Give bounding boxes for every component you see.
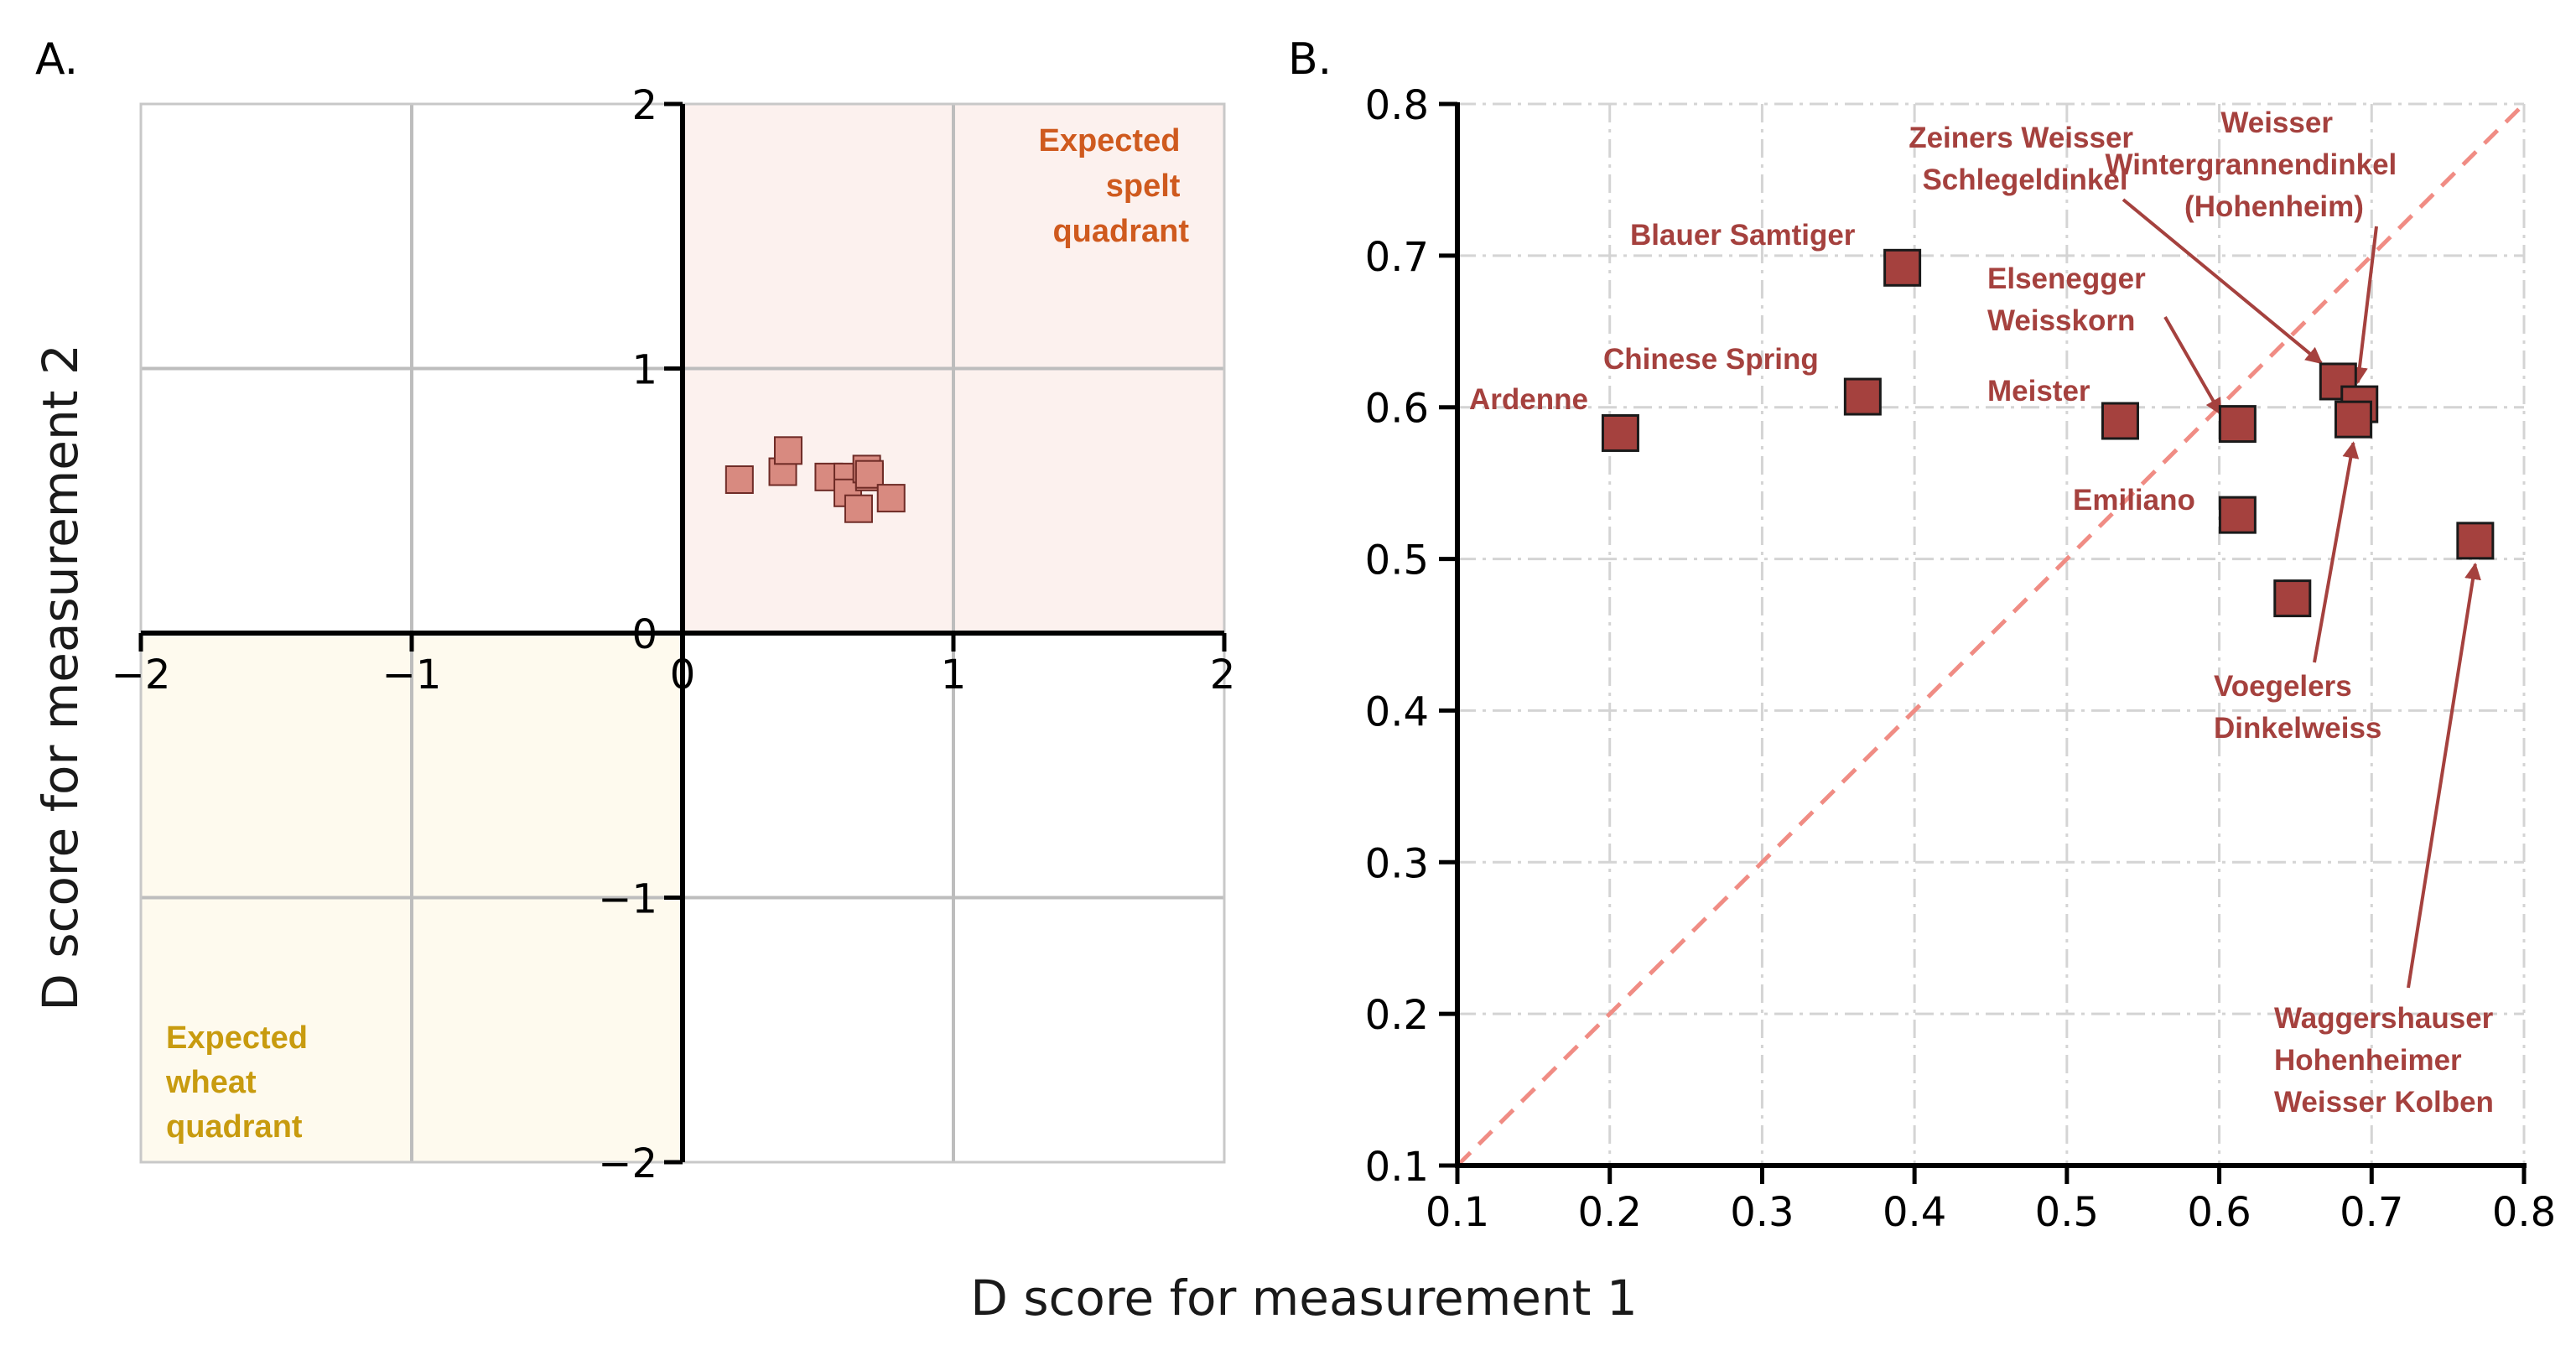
x-axis-label: D score for measurement 1 (970, 1270, 1638, 1327)
b-ytick-label: 0.1 (1365, 1144, 1429, 1191)
b-xtick-label: 0.3 (1730, 1189, 1794, 1236)
panel-b: 0.1 0.2 0.3 0.4 0.5 0.6 0.7 0.8 0.1 0.2 0.3 0.4 0.5 0… (1288, 34, 2556, 1236)
a-xtick-label: −1 (382, 652, 442, 698)
b-ytick-label: 0.5 (1365, 537, 1429, 584)
a-xtick-label: 0 (670, 652, 696, 698)
b-data-point (1843, 377, 1882, 416)
wheat-quadrant-label: Expected wheat quadrant (165, 1020, 317, 1145)
spelt-quadrant-label: Expected spelt quadrant (1038, 123, 1189, 249)
b-data-point (2101, 402, 2139, 440)
y-axis-label: D score for measurement 2 (32, 344, 89, 1011)
b-data-point (1883, 248, 1922, 287)
a-xtick-label: −2 (112, 652, 171, 698)
panel-b-points (1601, 248, 2495, 618)
b-data-point (2456, 522, 2495, 560)
label-blauer-samtiger: Blauer Samtiger (1630, 219, 1856, 252)
a-ytick-label: −1 (598, 876, 657, 923)
label-elsenegger-weisskorn: Elsenegger Weisskorn (1987, 262, 2153, 337)
a-ytick-label: 1 (631, 347, 657, 394)
label-ardenne: Ardenne (1469, 383, 1588, 416)
a-data-point (854, 460, 884, 489)
label-zeiners-weisser-schlegeldinkel: Zeiners Weisser Schlegeldinkel (1909, 122, 2142, 196)
b-data-point (2218, 405, 2257, 444)
b-ytick-label: 0.2 (1365, 992, 1429, 1039)
b-xtick-label: 0.5 (2035, 1189, 2099, 1236)
b-xtick-label: 0.1 (1426, 1189, 1489, 1236)
a-data-point (844, 494, 873, 523)
label-voegelers-dinkelweiss: Voegelers Dinkelweiss (2214, 670, 2381, 745)
label-meister: Meister (1987, 375, 2090, 408)
b-ytick-label: 0.4 (1365, 688, 1429, 735)
b-xtick-label: 0.6 (2187, 1189, 2251, 1236)
arrow-elsenegger (2163, 316, 2223, 416)
label-arrows (2122, 198, 2481, 989)
panel-b-title: B. (1288, 34, 1332, 85)
panel-a-points (724, 436, 906, 523)
spelt-label-line-2: spelt (1106, 169, 1181, 204)
spelt-label-line-3: quadrant (1052, 214, 1189, 249)
b-data-point (2273, 579, 2312, 618)
a-ytick-label: −2 (598, 1140, 657, 1187)
panel-a-title: A. (35, 34, 78, 85)
a-data-point (773, 436, 802, 465)
b-ytick-label: 0.3 (1365, 840, 1429, 887)
panel-a: −2 −1 0 1 2 −2 −1 1 2 0 Expected spelt quadrant E… (32, 34, 1235, 1187)
spelt-label-line-1: Expected (1038, 123, 1180, 158)
b-xtick-label: 0.8 (2492, 1189, 2556, 1236)
b-xtick-label: 0.2 (1578, 1189, 1642, 1236)
arrow-weisser (2350, 226, 2378, 385)
b-data-point (1601, 413, 1639, 452)
b-xtick-label: 0.7 (2340, 1189, 2403, 1236)
label-waggershauser-hohenheimer: Waggershauser Hohenheimer Weisser Kolben (2274, 1002, 2501, 1119)
a-data-point (724, 465, 754, 495)
b-ytick-label: 0.7 (1365, 234, 1429, 281)
label-emiliano: Emiliano (2073, 484, 2195, 517)
wheat-label-line-3: quadrant (166, 1109, 303, 1145)
b-ytick-label: 0.6 (1365, 386, 1429, 433)
a-data-point (876, 484, 906, 513)
label-chinese-spring: Chinese Spring (1603, 343, 1819, 376)
a-ytick-label: 2 (631, 82, 657, 129)
a-xtick-label: 1 (941, 652, 967, 698)
a-origin-label: 0 (631, 611, 657, 658)
arrow-waggershauser (2407, 562, 2481, 989)
a-xtick-label: 2 (1210, 652, 1236, 698)
b-ytick-label: 0.8 (1365, 82, 1429, 129)
panel-b-ticks: 0.1 0.2 0.3 0.4 0.5 0.6 0.7 0.8 0.1 0.2 0.3 0.4 0.5 0… (1365, 82, 2557, 1236)
b-xtick-label: 0.4 (1883, 1189, 1946, 1236)
b-data-point (2218, 496, 2257, 534)
b-data-point (2334, 400, 2372, 439)
wheat-label-line-1: Expected (166, 1020, 308, 1056)
panel-a-ticks: −2 −1 0 1 2 −2 −1 1 2 0 (112, 82, 1236, 1187)
label-weisser-wintergrannendinkel: Weisser Wintergrannendinkel (Hohenheim) (2105, 106, 2405, 223)
arrow-zeiners (2122, 198, 2323, 365)
arrow-voegelers (2313, 441, 2360, 663)
panel-b-axes (1455, 102, 2527, 1168)
identity-diagonal-line (1456, 102, 2526, 1167)
wheat-label-line-2: wheat (165, 1065, 257, 1100)
